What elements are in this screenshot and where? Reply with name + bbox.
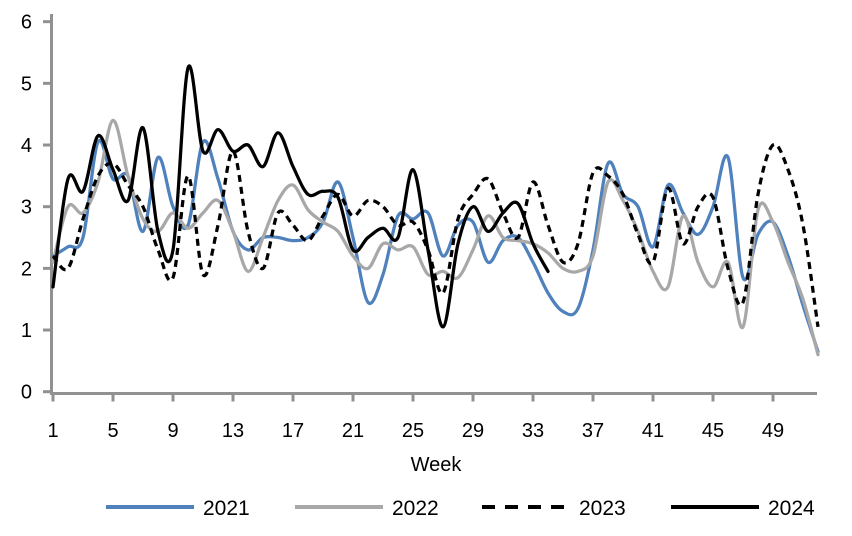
x-tick-label: 25 — [402, 420, 424, 442]
x-tick-label: 33 — [522, 420, 544, 442]
series-2024-line — [51, 64, 550, 329]
legend-label-2024: 2024 — [768, 497, 815, 520]
legend-label-2021: 2021 — [203, 497, 250, 520]
x-tick-label: 45 — [702, 420, 724, 442]
x-axis-title: Week — [411, 454, 463, 476]
x-tick-label: 5 — [107, 420, 118, 442]
series-2021-line — [51, 138, 820, 354]
x-tick-label: 29 — [462, 420, 484, 442]
legend-label-2023: 2023 — [579, 497, 626, 520]
legend-label-2022: 2022 — [392, 497, 439, 520]
y-tick-label: 2 — [21, 258, 32, 280]
y-tick-label: 3 — [21, 197, 32, 219]
y-tick-label: 6 — [21, 12, 32, 34]
series-2022-line — [51, 118, 820, 357]
y-tick-label: 5 — [21, 73, 32, 95]
y-tick-label: 0 — [21, 382, 32, 404]
series-2023-line — [51, 142, 820, 328]
x-tick-label: 1 — [47, 420, 58, 442]
y-tick-label: 4 — [21, 135, 32, 157]
x-tick-label: 49 — [762, 420, 784, 442]
x-tick-label: 21 — [342, 420, 364, 442]
x-tick-label: 17 — [282, 420, 304, 442]
x-tick-label: 13 — [222, 420, 244, 442]
x-tick-label: 9 — [167, 420, 178, 442]
x-tick-label: 41 — [642, 420, 664, 442]
x-tick-label: 37 — [582, 420, 604, 442]
y-tick-label: 1 — [21, 320, 32, 342]
